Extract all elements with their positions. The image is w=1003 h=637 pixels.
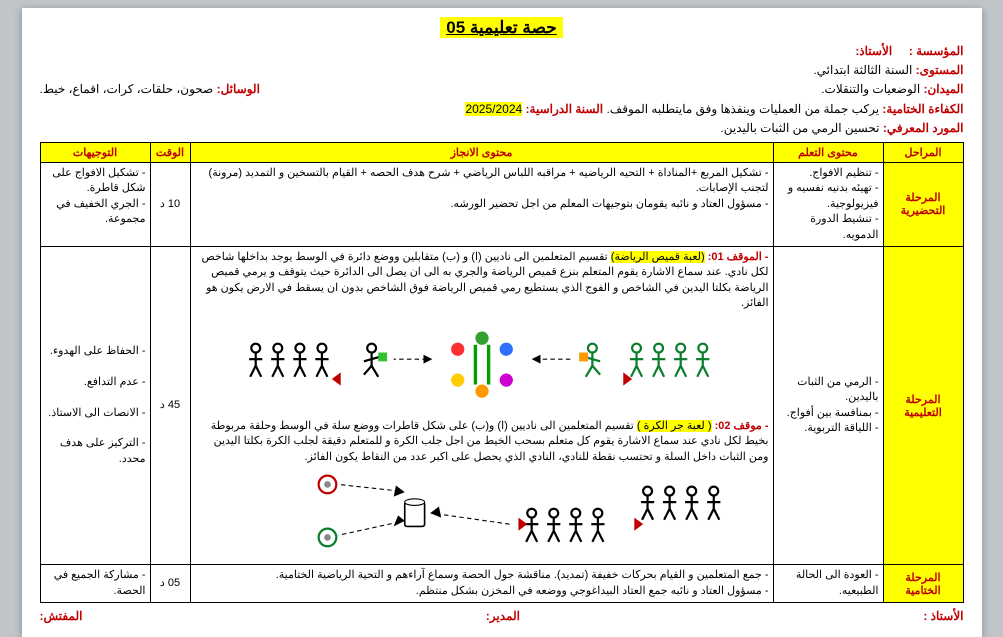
learn-stage: المرحلة التعليمية <box>883 246 963 564</box>
s1-label: - الموقف 01: <box>705 251 769 263</box>
tools-label: الوسائل: <box>217 82 260 96</box>
level-val: السنة الثالثة ابتدائي. <box>813 63 912 77</box>
prep-obj: - تنظيم الافواج. - تهيئه بدنيه نفسيه و ف… <box>773 162 883 246</box>
res-label: المورد المعرفي: <box>883 121 964 135</box>
f-director: المدير: <box>486 609 520 623</box>
learn-content: - الموقف 01: (لعبة قميص الرياضة) تقسيم ا… <box>190 246 773 564</box>
level-label: المستوى: <box>916 63 964 77</box>
year-label: السنة الدراسية: <box>526 102 604 116</box>
s1-game: (لعبة قميص الرياضة) <box>611 251 705 263</box>
footer: الأستاذ : المدير: المفتش: <box>40 609 964 623</box>
end-stage: المرحلة الختامية <box>883 565 963 603</box>
lesson-sheet: حصة تعليمية 05 المؤسسة : الأستاذ: المستو… <box>22 8 982 637</box>
title-bar: حصة تعليمية 05 <box>40 18 964 38</box>
learn-obj: - الرمي من الثبات باليدين. - بمنافسة بين… <box>773 246 883 564</box>
th-time: الوقت <box>150 142 190 162</box>
th-main: محتوى الانجاز <box>190 142 773 162</box>
diagram-game2 <box>195 469 769 557</box>
row-end: المرحلة الختامية - العودة الى الحالة الط… <box>40 565 963 603</box>
th-obj: محتوى التعلم <box>773 142 883 162</box>
end-content: - جمع المتعلمين و القيام بحركات خفيفة (ت… <box>190 565 773 603</box>
row-learn: المرحلة التعليمية - الرمي من الثبات بالي… <box>40 246 963 564</box>
prep-guide: - تشكيل الافواج على شكل قاطرة. - الجري ا… <box>40 162 150 246</box>
th-stage: المراحل <box>883 142 963 162</box>
diagram-game1 <box>195 315 769 414</box>
teacher-label: الأستاذ: <box>855 44 892 58</box>
s2-game: ( لعبة جر الكرة ) <box>637 420 712 432</box>
inst-label: المؤسسة : <box>909 44 964 58</box>
end-time: 05 د <box>150 565 190 603</box>
field-label: الميدان: <box>924 82 964 96</box>
learn-guide: - الحفاظ على الهدوء. - عدم التدافع. - ال… <box>40 246 150 564</box>
learn-time: 45 د <box>150 246 190 564</box>
th-guide: التوجيهات <box>40 142 150 162</box>
meta-block: المؤسسة : الأستاذ: المستوى: السنة الثالث… <box>40 42 964 138</box>
prep-stage: المرحلة التحضيرية <box>883 162 963 246</box>
prep-content: - تشكيل المربع +المناداة + التحيه الرياض… <box>190 162 773 246</box>
lesson-table: المراحل محتوى التعلم محتوى الانجاز الوقت… <box>40 142 964 603</box>
end-obj: - العودة الى الحالة الطبيعيه. <box>773 565 883 603</box>
f-inspector: المفتش: <box>40 609 83 623</box>
tools-val: صحون، حلقات، كرات، اقماع، خيط. <box>40 82 214 96</box>
row-prep: المرحلة التحضيرية - تنظيم الافواج. - تهي… <box>40 162 963 246</box>
lesson-title: حصة تعليمية 05 <box>440 17 563 38</box>
res-val: تحسين الرمي من الثبات باليدين. <box>720 121 879 135</box>
comp-val: يركب جملة من العمليات وينفذها وفق مايتطل… <box>606 102 879 116</box>
f-teacher: الأستاذ : <box>923 609 963 623</box>
year-val: 2025/2024 <box>465 102 522 116</box>
s2-label: - موقف 02: <box>712 420 769 432</box>
comp-label: الكفاءة الختامية: <box>882 102 963 116</box>
end-guide: - مشاركة الجميع في الحصة. <box>40 565 150 603</box>
prep-time: 10 د <box>150 162 190 246</box>
field-val: الوضعيات والتنقلات. <box>821 82 920 96</box>
